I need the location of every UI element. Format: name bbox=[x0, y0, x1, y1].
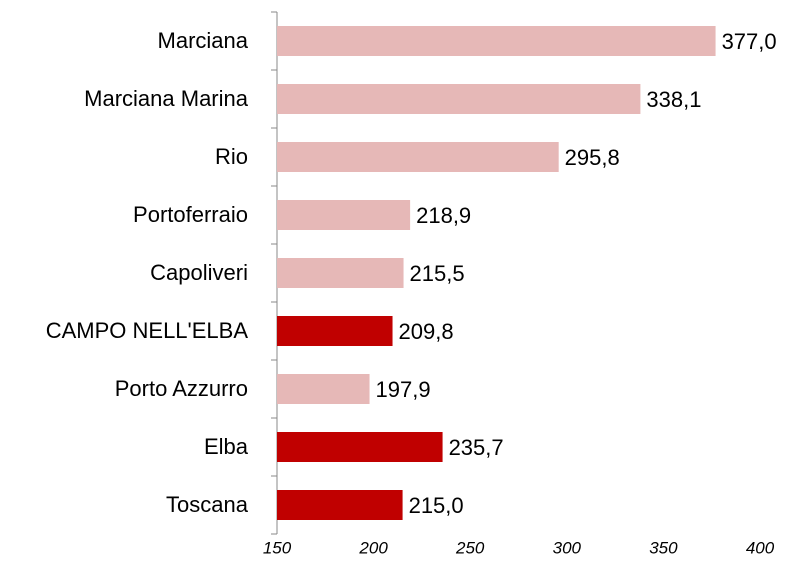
y-tick-label: Capoliveri bbox=[150, 260, 248, 285]
data-label: 215,0 bbox=[409, 493, 464, 518]
data-label: 377,0 bbox=[722, 29, 777, 54]
bar bbox=[277, 490, 403, 520]
x-tick-label: 300 bbox=[553, 538, 582, 557]
x-tick-label: 150 bbox=[263, 538, 292, 557]
data-label: 209,8 bbox=[399, 319, 454, 344]
x-tick-label: 200 bbox=[358, 538, 388, 557]
bar bbox=[277, 258, 404, 288]
data-label: 197,9 bbox=[376, 377, 431, 402]
y-tick-label: Toscana bbox=[166, 492, 249, 517]
data-label: 338,1 bbox=[646, 87, 701, 112]
bar bbox=[277, 26, 716, 56]
x-tick-label: 350 bbox=[649, 538, 678, 557]
y-tick-label: Marciana bbox=[158, 28, 249, 53]
bar bbox=[277, 142, 559, 172]
bar bbox=[277, 432, 443, 462]
bar bbox=[277, 374, 370, 404]
data-label: 235,7 bbox=[449, 435, 504, 460]
y-tick-label: Porto Azzurro bbox=[115, 376, 248, 401]
data-label: 218,9 bbox=[416, 203, 471, 228]
y-tick-label: Portoferraio bbox=[133, 202, 248, 227]
data-label: 295,8 bbox=[565, 145, 620, 170]
data-label: 215,5 bbox=[410, 261, 465, 286]
y-tick-label: CAMPO NELL'ELBA bbox=[46, 318, 249, 343]
bar bbox=[277, 316, 393, 346]
x-tick-label: 250 bbox=[455, 538, 485, 557]
y-tick-label: Marciana Marina bbox=[84, 86, 249, 111]
bar bbox=[277, 200, 411, 230]
x-tick-label: 400 bbox=[746, 538, 775, 557]
y-tick-label: Elba bbox=[204, 434, 249, 459]
bar bbox=[277, 84, 641, 114]
y-tick-label: Rio bbox=[215, 144, 248, 169]
